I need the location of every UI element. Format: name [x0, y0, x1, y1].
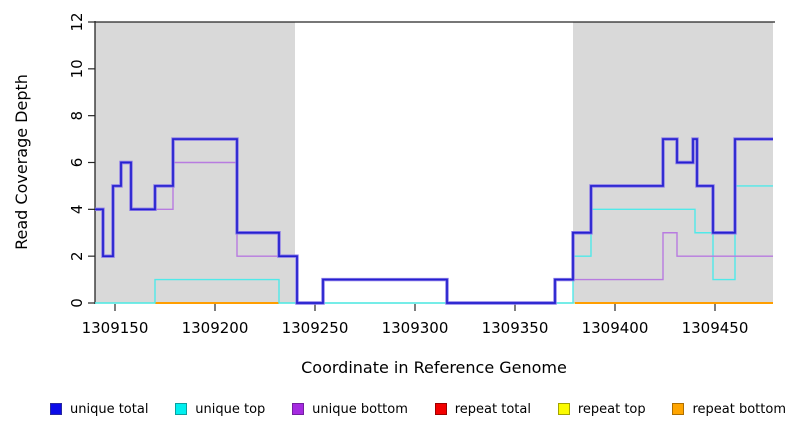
- legend-item-unique-bottom: unique bottom: [292, 402, 408, 417]
- legend-label-unique-bottom: unique bottom: [312, 401, 408, 417]
- y-tick-label: 10: [68, 59, 86, 78]
- legend-item-unique-total: unique total: [50, 402, 148, 417]
- series-unique-total: [95, 138, 773, 304]
- legend-item-repeat-total: repeat total: [434, 401, 531, 417]
- highlight-region: [573, 22, 773, 303]
- legend-swatch-repeat-total: [434, 403, 447, 415]
- legend: unique total unique top unique bottom repea…: [50, 398, 786, 420]
- x-axis-title: Coordinate in Reference Genome: [301, 358, 567, 377]
- y-tick-label: 4: [68, 205, 86, 215]
- x-tick-label: 1309400: [582, 319, 649, 337]
- y-tick-label: 2: [68, 251, 86, 261]
- legend-label-unique-top: unique top: [195, 401, 266, 417]
- x-tick-label: 1309450: [682, 319, 749, 337]
- legend-label-repeat-top: repeat top: [577, 401, 646, 417]
- x-tick-label: 1309350: [482, 319, 549, 337]
- x-tick-label: 1309300: [382, 319, 449, 337]
- x-tick-label: 1309250: [282, 319, 349, 337]
- legend-swatch-unique-total: [50, 403, 62, 415]
- legend-item-repeat-bottom: repeat bottom: [672, 402, 786, 417]
- legend-swatch-repeat-bottom: [672, 403, 685, 415]
- x-tick-label: 1309200: [182, 319, 249, 337]
- legend-swatch-repeat-top: [557, 403, 570, 415]
- y-axis-title: Read Coverage Depth: [12, 74, 31, 250]
- legend-item-unique-top: unique top: [175, 402, 265, 417]
- legend-swatch-unique-top: [175, 403, 188, 415]
- legend-label-repeat-total: repeat total: [454, 401, 531, 417]
- legend-swatch-unique-bottom: [292, 403, 305, 415]
- legend-label-repeat-bottom: repeat bottom: [692, 401, 786, 417]
- x-tick-label: 1309150: [82, 319, 149, 337]
- legend-item-repeat-top: repeat top: [557, 401, 646, 417]
- y-tick-label: 12: [68, 12, 86, 31]
- coverage-plot: 0 2 4 6 8 10 12 1309150 1309200 1309250 1309300 130…: [12, 12, 775, 377]
- legend-label-unique-total: unique total: [70, 401, 149, 417]
- chart-svg: 0 2 4 6 8 10 12 1309150 1309200 1309250 1309300 130…: [12, 12, 775, 377]
- y-tick-label: 6: [68, 158, 86, 168]
- chart-generated-layer: 0 2 4 6 8 10 12 1309150 1309200 1309250 1309300 130…: [68, 12, 775, 337]
- y-tick-label: 0: [68, 298, 86, 308]
- y-tick-label: 8: [68, 111, 86, 121]
